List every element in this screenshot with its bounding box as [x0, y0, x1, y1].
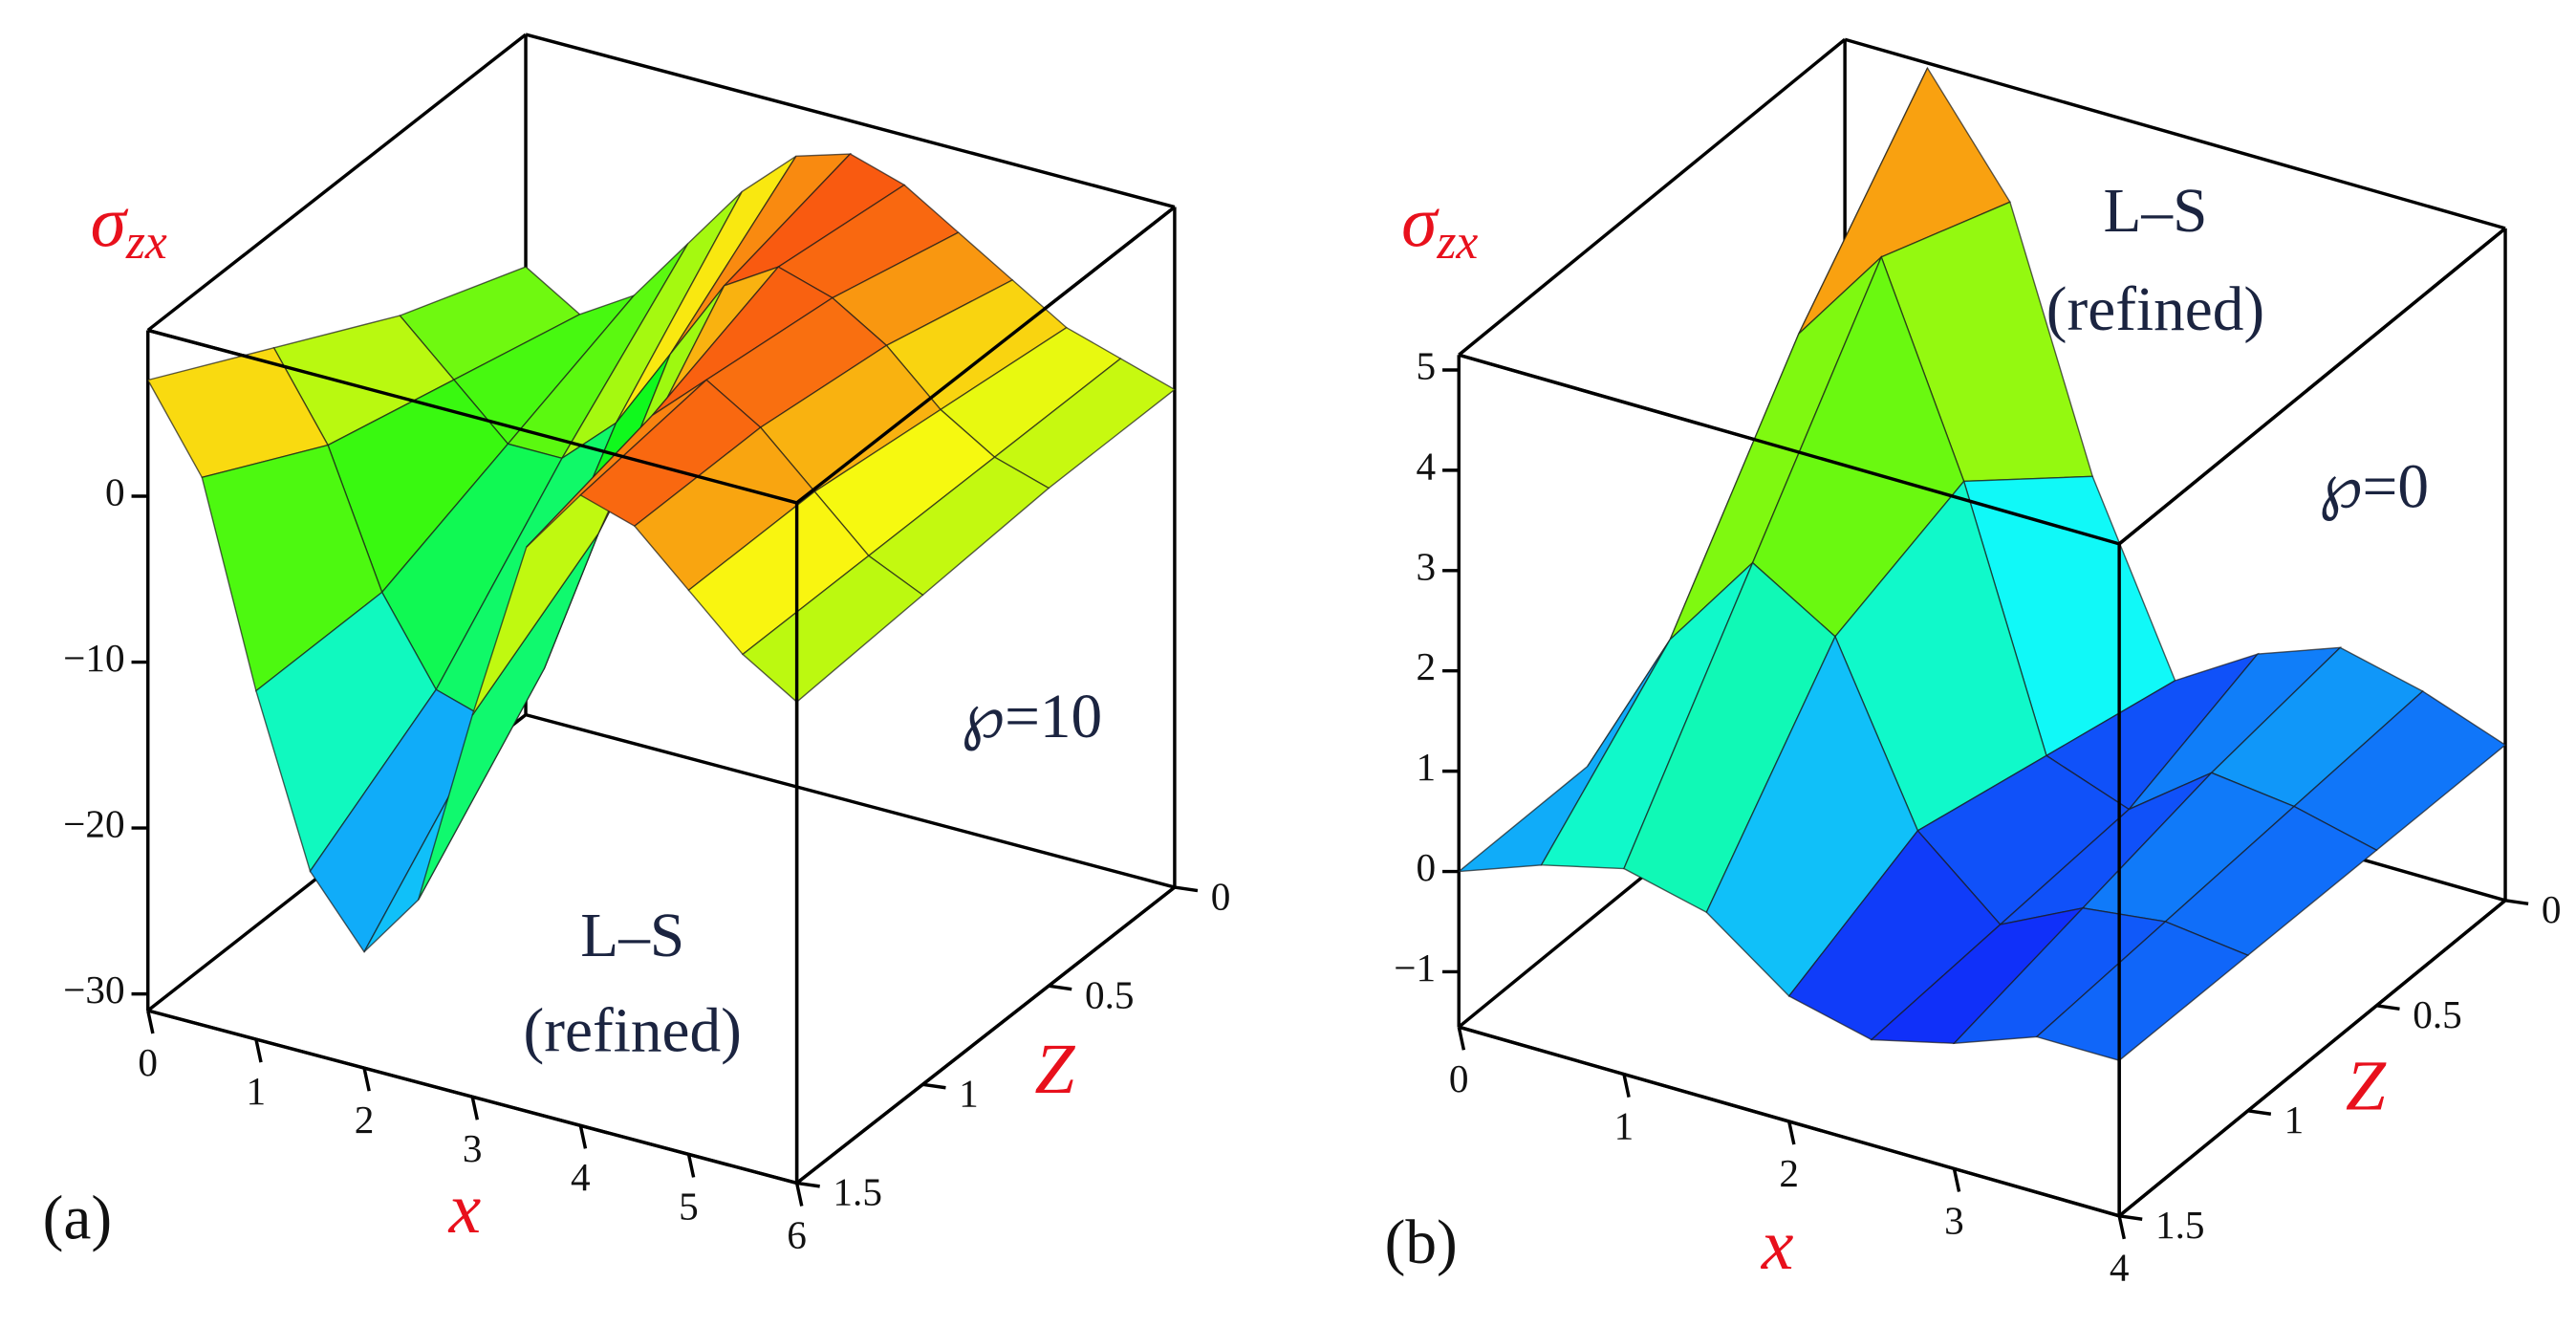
- annotation: L–S: [2104, 177, 2208, 246]
- y-tick-label: 0: [105, 469, 125, 513]
- z-tick: [2504, 899, 2529, 905]
- y-tick-label: 3: [1417, 544, 1437, 588]
- z-tick-label: 0: [2542, 887, 2562, 931]
- x-tick-label: 1: [1614, 1103, 1634, 1147]
- value-axis-subscript: zx: [1436, 215, 1478, 270]
- z-tick-label: 1: [959, 1072, 979, 1116]
- x-tick-label: 5: [679, 1184, 699, 1228]
- x-tick: [470, 1096, 480, 1120]
- x-tick-label: 2: [355, 1098, 375, 1142]
- x-tick: [1457, 1026, 1466, 1051]
- x-axis-label: x: [448, 1169, 482, 1249]
- value-axis-symbol: σ: [91, 184, 129, 263]
- panel-label: (b): [1385, 1208, 1458, 1277]
- x-tick-label: 4: [571, 1155, 591, 1199]
- value-axis-label: σzx: [1401, 184, 1478, 270]
- box-edge: [1458, 37, 1847, 357]
- y-tick-label: −30: [63, 968, 125, 1012]
- box-edge: [525, 33, 1176, 209]
- x-tick: [362, 1067, 371, 1092]
- z-axis-label: Z: [2346, 1046, 2387, 1125]
- box-edge: [1844, 37, 2506, 230]
- y-tick-label: 2: [1417, 644, 1437, 688]
- panel: 0 1 2 3 4 0 0.5 1 1.5 −1 0 1 2 3 4 5 σzx x Z L–S (refined) ℘=…: [1385, 37, 2562, 1290]
- x-tick: [1622, 1074, 1631, 1099]
- z-tick: [2376, 1004, 2400, 1011]
- x-tick-label: 3: [463, 1126, 483, 1170]
- z-tick: [2247, 1109, 2272, 1116]
- box-edge: [525, 712, 1176, 889]
- y-tick-label: −10: [63, 636, 125, 680]
- x-tick-label: 2: [1779, 1151, 1799, 1195]
- annotation: (refined): [2046, 275, 2264, 344]
- box-edge: [1458, 353, 2120, 546]
- annotation: ℘=0: [2319, 453, 2429, 522]
- z-tick-label: 1: [2284, 1098, 2305, 1142]
- x-tick-label: 0: [138, 1040, 158, 1084]
- annotation: (refined): [524, 996, 742, 1065]
- value-axis-subscript: zx: [125, 215, 167, 270]
- box-edge: [2118, 899, 2507, 1218]
- z-axis-label: Z: [1034, 1030, 1075, 1109]
- x-tick: [794, 1183, 804, 1207]
- z-tick-label: 0.5: [1085, 972, 1135, 1016]
- panel-label: (a): [43, 1184, 112, 1252]
- x-tick: [254, 1038, 263, 1063]
- box-edge: [795, 206, 1176, 505]
- panel: 0 1 2 3 4 5 6 0 0.5 1 1.5 0 −10 −20 −30 σzx x Z L–S (refine…: [43, 33, 1231, 1256]
- box-edge: [2118, 227, 2507, 546]
- x-tick: [686, 1154, 696, 1178]
- box-edge: [146, 33, 528, 332]
- x-tick-label: 3: [1944, 1198, 1964, 1242]
- z-tick: [1048, 984, 1072, 991]
- x-tick-label: 6: [787, 1212, 807, 1256]
- x-tick-label: 4: [2110, 1246, 2130, 1290]
- z-tick: [922, 1082, 946, 1090]
- y-tick-label: −1: [1394, 946, 1436, 990]
- annotation: L–S: [580, 902, 684, 970]
- x-tick: [1787, 1120, 1796, 1145]
- box-edge: [147, 328, 798, 505]
- z-tick-label: 0: [1211, 874, 1231, 918]
- value-axis-label: σzx: [91, 184, 167, 270]
- z-tick: [2118, 1214, 2143, 1221]
- z-tick-label: 1.5: [833, 1170, 882, 1214]
- y-tick-label: −20: [63, 802, 125, 846]
- y-tick-label: 4: [1417, 444, 1437, 488]
- value-axis-symbol: σ: [1401, 184, 1440, 263]
- x-tick: [146, 1010, 155, 1034]
- annotation: ℘=10: [962, 683, 1103, 751]
- x-tick: [2117, 1215, 2126, 1240]
- x-tick-label: 1: [247, 1069, 267, 1113]
- box-edge: [795, 885, 1176, 1185]
- y-tick-label: 5: [1417, 343, 1437, 387]
- z-tick: [796, 1181, 820, 1188]
- z-tick-label: 0.5: [2413, 992, 2462, 1036]
- x-tick: [578, 1124, 588, 1149]
- z-tick-label: 1.5: [2155, 1203, 2205, 1247]
- z-tick: [1174, 885, 1199, 893]
- y-tick-label: 1: [1417, 745, 1437, 789]
- x-axis-label: x: [1761, 1206, 1794, 1285]
- x-tick: [1952, 1168, 1961, 1192]
- x-tick-label: 0: [1449, 1056, 1469, 1100]
- y-tick-label: 0: [1417, 845, 1437, 889]
